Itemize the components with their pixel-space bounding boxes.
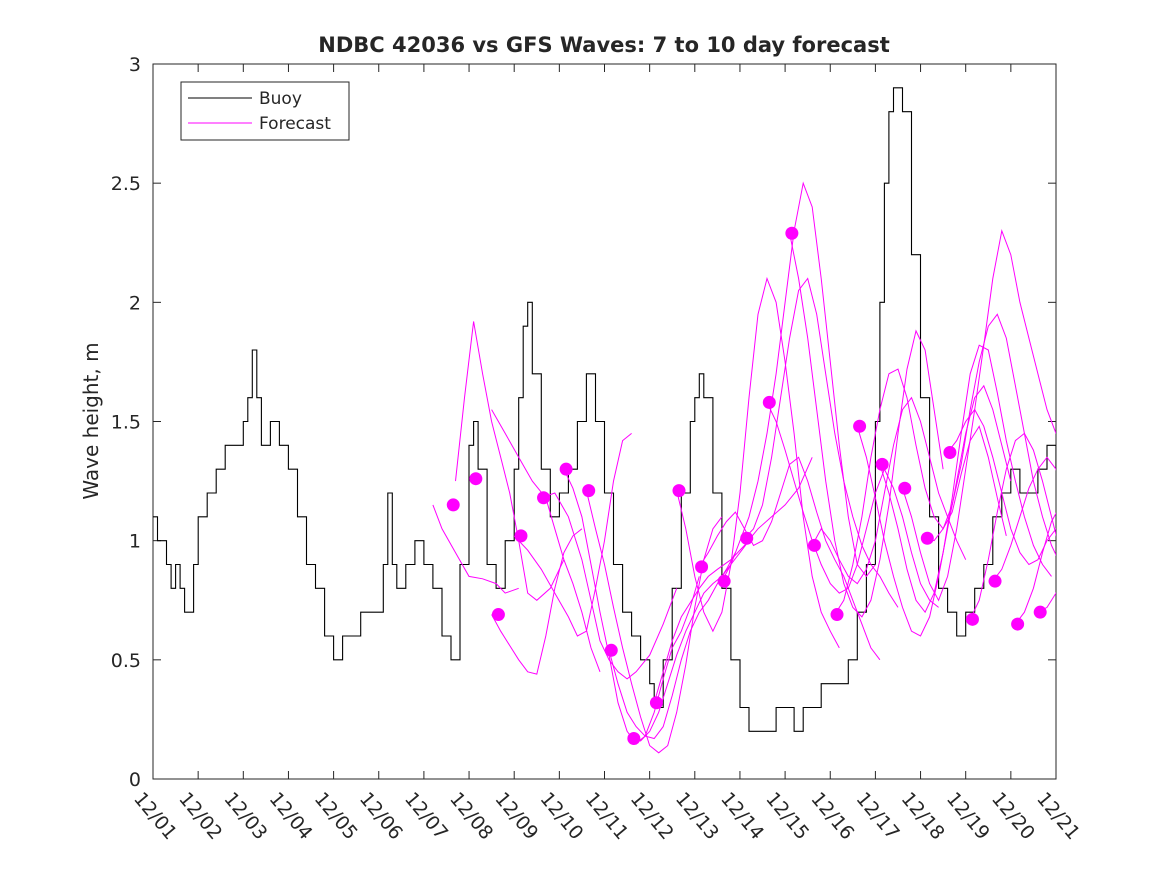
- x-tick-label: 12/08: [445, 788, 497, 844]
- forecast-series-line: [491, 528, 583, 675]
- x-tick-label: 12/16: [806, 788, 858, 844]
- forecast-series-line: [541, 492, 678, 680]
- forecast-series-line: [789, 233, 944, 618]
- x-tick-label: 12/17: [852, 788, 904, 844]
- forecast-series-line: [947, 408, 1056, 566]
- forecast-marker: [604, 643, 618, 657]
- forecast-series-line: [513, 433, 632, 637]
- legend-box: [180, 81, 350, 141]
- forecast-series-line: [676, 276, 840, 649]
- forecast-marker: [965, 612, 979, 626]
- forecast-series-line: [1083, 593, 1110, 648]
- forecast-series-line: [879, 344, 1052, 614]
- forecast-marker: [762, 395, 776, 409]
- forecast-marker: [627, 731, 641, 745]
- x-tick-label: 12/15: [761, 788, 813, 844]
- forecast-marker: [920, 531, 934, 545]
- plot-area: 00.511.522.5312/0112/0212/0312/0412/0512…: [111, 54, 1110, 844]
- forecast-marker: [469, 472, 483, 486]
- forecast-series-line: [608, 552, 736, 740]
- x-tick-label: 12/21: [1032, 788, 1084, 844]
- y-tick-label: 2.5: [111, 173, 141, 195]
- forecast-marker: [672, 484, 686, 498]
- y-tick-label: 2: [129, 292, 141, 314]
- forecast-series-line: [432, 504, 519, 594]
- forecast-series-line: [585, 490, 723, 754]
- forecast-marker: [988, 574, 1002, 588]
- forecast-marker: [1079, 587, 1092, 600]
- series-group: [153, 87, 1110, 754]
- forecast-marker: [1011, 617, 1025, 631]
- forecast-marker: [649, 696, 663, 710]
- legend-forecast-label: Forecast: [259, 114, 331, 134]
- forecast-series-line: [902, 228, 1056, 602]
- x-tick-label: 12/14: [716, 788, 768, 844]
- x-tick-label: 12/11: [581, 788, 633, 844]
- forecast-marker: [1033, 605, 1047, 619]
- forecast-series-line: [811, 396, 967, 585]
- forecast-marker: [830, 608, 844, 622]
- y-axis-label: Wave height, m: [79, 342, 103, 499]
- x-tick-label: 12/07: [400, 788, 452, 844]
- x-tick-label: 12/05: [310, 788, 362, 844]
- forecast-marker: [740, 531, 754, 545]
- legend: Buoy Forecast: [180, 81, 350, 141]
- forecast-marker: [807, 538, 821, 552]
- forecast-marker: [514, 529, 528, 543]
- forecast-series-line: [856, 384, 1012, 637]
- forecast-marker: [446, 498, 460, 512]
- forecast-series-line: [924, 313, 1056, 557]
- forecast-series-line: [834, 368, 1007, 615]
- forecast-marker: [853, 419, 867, 433]
- chart-title: NDBC 42036 vs GFS Waves: 7 to 10 day for…: [318, 33, 889, 57]
- forecast-marker: [785, 226, 799, 240]
- x-tick-label: 12/10: [536, 788, 588, 844]
- x-tick-label: 12/09: [490, 788, 542, 844]
- y-tick-label: 1: [129, 531, 141, 553]
- forecast-series-line: [1061, 565, 1106, 670]
- forecast-marker: [537, 491, 551, 505]
- x-tick-label: 12/06: [355, 788, 407, 844]
- forecast-series-line: [455, 321, 565, 601]
- y-tick-label: 0.5: [111, 650, 141, 672]
- x-tick-label: 12/18: [897, 788, 949, 844]
- forecast-marker: [695, 560, 709, 574]
- buoy-series-line: [153, 87, 1056, 732]
- forecast-series-line: [721, 181, 876, 582]
- forecast-marker: [559, 462, 573, 476]
- forecast-series-line: [992, 456, 1056, 582]
- forecast-series-line: [653, 457, 813, 703]
- x-tick-label: 12/13: [671, 788, 723, 844]
- x-tick-label: 12/04: [265, 788, 317, 844]
- forecast-marker: [943, 445, 957, 459]
- x-tick-label: 12/02: [174, 788, 226, 844]
- y-tick-label: 3: [129, 54, 141, 76]
- forecast-series-line: [744, 277, 899, 608]
- x-tick-label: 12/19: [942, 788, 994, 844]
- y-tick-label: 1.5: [111, 412, 141, 434]
- legend-buoy-label: Buoy: [259, 89, 302, 109]
- x-tick-label: 12/03: [219, 788, 271, 844]
- forecast-series-line: [1015, 512, 1056, 625]
- forecast-marker: [898, 481, 912, 495]
- forecast-series-line: [491, 409, 601, 672]
- forecast-marker: [582, 484, 596, 498]
- y-tick-label: 0: [129, 769, 141, 791]
- forecast-series-line: [1037, 592, 1056, 613]
- forecast-marker: [491, 608, 505, 622]
- x-tick-label: 12/20: [987, 788, 1039, 844]
- forecast-series-line: [969, 432, 1056, 620]
- forecast-series-line: [766, 402, 939, 608]
- forecast-marker: [717, 574, 731, 588]
- forecast-marker: [1056, 663, 1069, 676]
- x-tick-label: 12/12: [626, 788, 678, 844]
- x-tick-label: 12/01: [129, 788, 181, 844]
- forecast-marker: [875, 457, 889, 471]
